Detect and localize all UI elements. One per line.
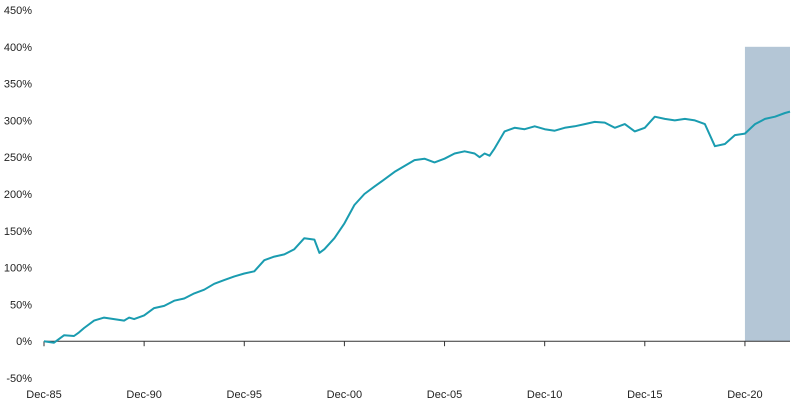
y-axis-tick-labels: -50% 0% 50% 100% 150% 200% 250% 300% 350% 400% 450… xyxy=(4,5,32,385)
y-tick-label: 250% xyxy=(4,152,32,164)
x-tick-label: Dec-20 xyxy=(727,389,762,401)
x-tick-label: Dec-10 xyxy=(527,389,562,401)
y-tick-label: 50% xyxy=(10,299,32,311)
y-tick-label: 400% xyxy=(4,42,32,54)
x-tick-label: Dec-00 xyxy=(327,389,362,401)
x-tick-label: Dec-15 xyxy=(627,389,662,401)
shaded-period-layer xyxy=(744,46,790,342)
y-tick-label: 0% xyxy=(16,336,32,348)
y-tick-label: 200% xyxy=(4,189,32,201)
series-line xyxy=(43,110,791,344)
y-tick-label: 350% xyxy=(4,79,32,91)
y-tick-label: -50% xyxy=(6,373,32,385)
y-tick-label: 100% xyxy=(4,263,32,275)
x-axis xyxy=(43,340,790,347)
x-tick-label: Dec-90 xyxy=(126,389,161,401)
x-tick-label: Dec-85 xyxy=(26,389,61,401)
y-tick-label: 450% xyxy=(4,5,32,17)
x-tick-label: Dec-05 xyxy=(427,389,462,401)
y-tick-label: 150% xyxy=(4,226,32,238)
series-layer xyxy=(43,110,791,344)
x-tick-label: Dec-95 xyxy=(227,389,262,401)
y-tick-label: 300% xyxy=(4,115,32,127)
shaded-period xyxy=(744,46,790,342)
x-axis-tick-labels: Dec-85 Dec-90 Dec-95 Dec-00 Dec-05 Dec-10 Dec-… xyxy=(26,389,762,401)
